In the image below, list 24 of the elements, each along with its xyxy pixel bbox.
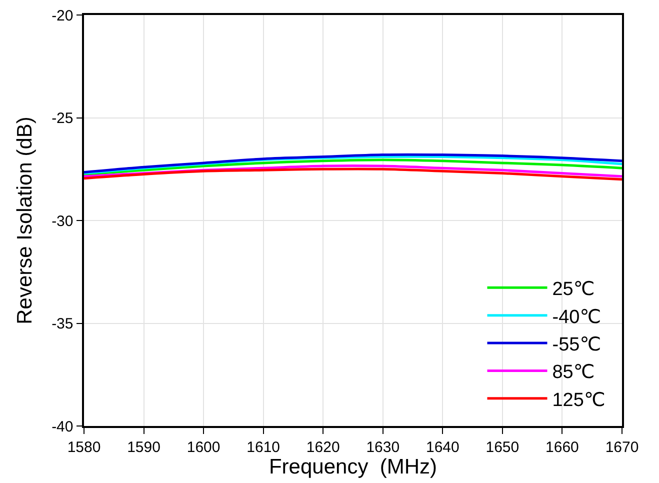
x-tick-label: 1600	[186, 438, 220, 456]
x-tick-label: 1580	[67, 438, 101, 456]
y-tick-label: -35	[52, 316, 74, 332]
line-series	[84, 168, 622, 181]
legend-label: -40℃	[552, 306, 602, 328]
y-tick-label: -30	[52, 212, 74, 230]
y-tick-label: -40	[52, 418, 74, 436]
x-axis-title: Frequency (MHz)	[268, 456, 438, 479]
legend-label: -55℃	[552, 334, 602, 356]
y-tick-label: -25	[52, 110, 74, 127]
x-tick-label: 1670	[605, 438, 639, 456]
y-tick-label: -20	[52, 7, 74, 24]
x-tick-label: 1590	[127, 438, 160, 456]
x-tick-label: 1650	[486, 438, 520, 456]
legend-label: 125℃	[552, 390, 606, 411]
x-tick-label: 1640	[426, 438, 460, 456]
legend-label: 25℃	[552, 279, 595, 300]
x-tick-label: 1660	[546, 438, 579, 456]
x-tick-label: 1610	[246, 438, 280, 456]
x-tick-label: 1630	[366, 438, 400, 456]
legend-label: 85℃	[552, 362, 595, 384]
line-series	[84, 158, 622, 176]
y-axis-title: Reverse Isolation (dB)	[14, 116, 36, 324]
x-tick-label: 1620	[306, 438, 340, 456]
